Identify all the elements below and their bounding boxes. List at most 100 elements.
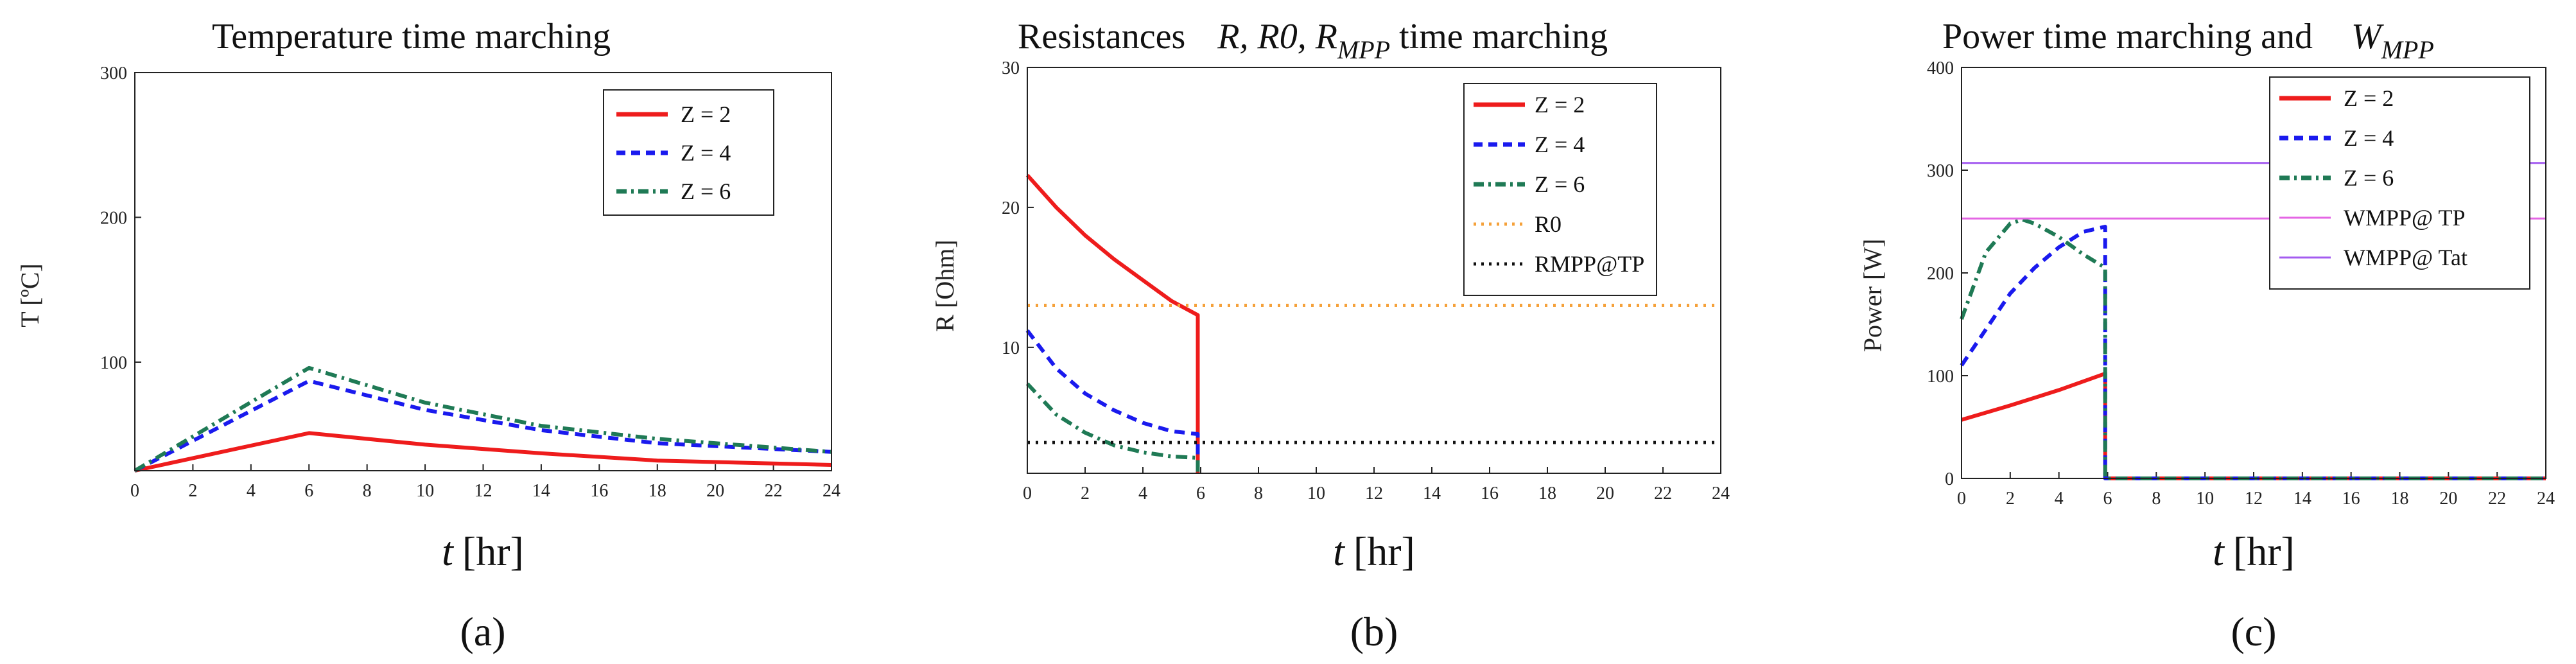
panel-c-series-z-6 xyxy=(1960,217,2546,480)
panel-b-xtick-label: 6 xyxy=(1196,484,1205,503)
panel-a-series-z-4 xyxy=(134,379,832,473)
legend-label-b-z4: Z = 4 xyxy=(1535,132,1585,157)
panel-a-xtick-label: 0 xyxy=(130,481,139,501)
panel-c-xtick-label: 20 xyxy=(2439,489,2457,509)
panel-a-xtick-label: 14 xyxy=(532,481,550,501)
panel-c-xlabel-var: t xyxy=(2213,529,2225,574)
panel-b-xlabel-var: t xyxy=(1333,529,1346,574)
panel-b-xlabel: t [hr] xyxy=(1333,529,1415,574)
legend-label-a-z4: Z = 4 xyxy=(681,140,731,166)
panel-a-series xyxy=(134,365,832,473)
panel-b-legend: Z = 2 Z = 4 Z = 6 R0 RMPP@TP xyxy=(1463,83,1657,296)
panel-c-title-math-sub: MPP xyxy=(2381,35,2434,64)
panel-a-ytick-label: 100 xyxy=(100,353,127,373)
panel-b-series-z-4 xyxy=(1025,329,1200,473)
panel-b-ytick-label: 30 xyxy=(1002,58,1020,78)
panel-c-xtick-label: 2 xyxy=(2006,489,2015,509)
panel-a-series-z-2 xyxy=(134,431,832,473)
panel-c-xtick-label: 4 xyxy=(2055,489,2064,509)
panel-b-series-z-2 xyxy=(1025,173,1200,473)
legend-label-a-z2: Z = 2 xyxy=(681,101,731,127)
panel-c-xtick-label: 10 xyxy=(2196,489,2214,509)
panel-c-series-z-2 xyxy=(1961,371,2546,480)
panel-a-ytick-label: 200 xyxy=(100,208,127,228)
panel-a-xtick-label: 6 xyxy=(304,481,313,501)
legend-label-c-wtp: WMPP@ TP xyxy=(2344,205,2466,231)
panel-c-title-math: W xyxy=(2351,17,2384,57)
panel-a-xlabel-var: t xyxy=(442,529,455,574)
panel-b-xtick-label: 4 xyxy=(1138,484,1147,503)
panel-a-xtick-label: 16 xyxy=(590,481,608,501)
panel-c-ytick-label: 300 xyxy=(1927,161,1954,181)
legend-label-b-z6: Z = 6 xyxy=(1535,171,1585,197)
panel-c-ylabel: Power [W] xyxy=(1858,239,1887,353)
legend-label-b-rmpp: RMPP@TP xyxy=(1535,251,1644,277)
panel-b-xtick-label: 22 xyxy=(1654,484,1672,503)
panel-b-ytick-label: 10 xyxy=(1002,338,1020,358)
panel-a-xtick-label: 22 xyxy=(765,481,783,501)
panel-b-title-tail: time marching xyxy=(1399,17,1608,57)
panel-b-xtick-label: 16 xyxy=(1481,484,1499,503)
panel-b-xtick-label: 8 xyxy=(1254,484,1263,503)
panel-a-caption: (a) xyxy=(460,609,505,654)
panel-c-ytick-label: 400 xyxy=(1927,58,1954,78)
panel-a-ylabel: T [ºC] xyxy=(15,263,44,327)
panel-b-ytick-label: 20 xyxy=(1002,198,1020,218)
panel-c-xlabel: t [hr] xyxy=(2213,529,2295,574)
panel-c-xtick-label: 6 xyxy=(2103,489,2112,509)
panel-c-xtick-label: 22 xyxy=(2488,489,2506,509)
panel-a-xlabel-unit: [hr] xyxy=(462,529,524,574)
panel-b-series-z-6 xyxy=(1025,382,1200,473)
panel-b-xtick-label: 18 xyxy=(1538,484,1556,503)
panel-c-xtick-label: 18 xyxy=(2391,489,2409,509)
panel-c-xtick-label: 12 xyxy=(2245,489,2263,509)
panel-a-xlabel: t [hr] xyxy=(442,529,524,574)
panel-a-xtick-label: 4 xyxy=(247,481,256,501)
panel-a-xtick-label: 2 xyxy=(188,481,197,501)
panel-c-caption: (c) xyxy=(2231,609,2276,654)
panel-b-xlabel-unit: [hr] xyxy=(1353,529,1415,574)
panel-c-title-text: Power time marching and xyxy=(1942,17,2313,57)
panel-a-xtick-label: 8 xyxy=(363,481,372,501)
legend-label-c-z4: Z = 4 xyxy=(2344,125,2394,151)
panel-c-ytick-label: 0 xyxy=(1945,469,1954,489)
panel-c-xtick-label: 0 xyxy=(1957,489,1966,509)
panel-b-series xyxy=(1025,173,1721,473)
panel-b-xtick-label: 10 xyxy=(1307,484,1325,503)
panel-a-xtick-label: 20 xyxy=(706,481,724,501)
panel-c-xtick-label: 16 xyxy=(2342,489,2360,509)
panel-c-legend-box xyxy=(2269,76,2530,290)
legend-label-c-z2: Z = 2 xyxy=(2344,85,2394,111)
panel-a-xtick-label: 18 xyxy=(648,481,666,501)
panel-b-xtick-label: 20 xyxy=(1596,484,1614,503)
legend-label-c-wtat: WMPP@ Tat xyxy=(2344,245,2467,270)
panel-b-xtick-label: 12 xyxy=(1365,484,1383,503)
panel-b: Resistances R, R0, RMPP time marching R [O… xyxy=(930,17,1730,654)
panel-c-frame xyxy=(1961,67,2546,479)
panel-a-title: Temperature time marching xyxy=(212,17,611,57)
panel-a-xtick-label: 10 xyxy=(416,481,434,501)
panel-a-xtick-label: 24 xyxy=(822,481,840,501)
legend-label-a-z6: Z = 6 xyxy=(681,179,731,204)
panel-c-xtick-label: 14 xyxy=(2293,489,2311,509)
panel-b-title-math: R, R0, R xyxy=(1217,17,1337,57)
panel-a-frame xyxy=(134,72,832,471)
panel-c-ytick-label: 100 xyxy=(1927,367,1954,387)
panel-a-ytick-label: 300 xyxy=(100,64,127,83)
panel-c-legend: Z = 2 Z = 4 Z = 6 WMPP@ TP WMPP@ Tat xyxy=(2269,76,2530,290)
panel-c-xtick-label: 24 xyxy=(2537,489,2555,509)
panel-b-xtick-label: 2 xyxy=(1081,484,1090,503)
panel-b-xtick-label: 24 xyxy=(1712,484,1730,503)
panel-a-xtick-label: 12 xyxy=(474,481,492,501)
legend-label-c-z6: Z = 6 xyxy=(2344,165,2394,191)
panel-c-xtick-label: 8 xyxy=(2152,489,2161,509)
panel-b-caption: (b) xyxy=(1350,609,1398,654)
panel-b-frame xyxy=(1027,67,1721,474)
panel-a-series-z-6 xyxy=(134,365,832,473)
panel-b-xtick-label: 14 xyxy=(1423,484,1441,503)
panel-a-legend: Z = 2 Z = 4 Z = 6 xyxy=(603,89,774,216)
panel-b-xtick-label: 0 xyxy=(1023,484,1032,503)
